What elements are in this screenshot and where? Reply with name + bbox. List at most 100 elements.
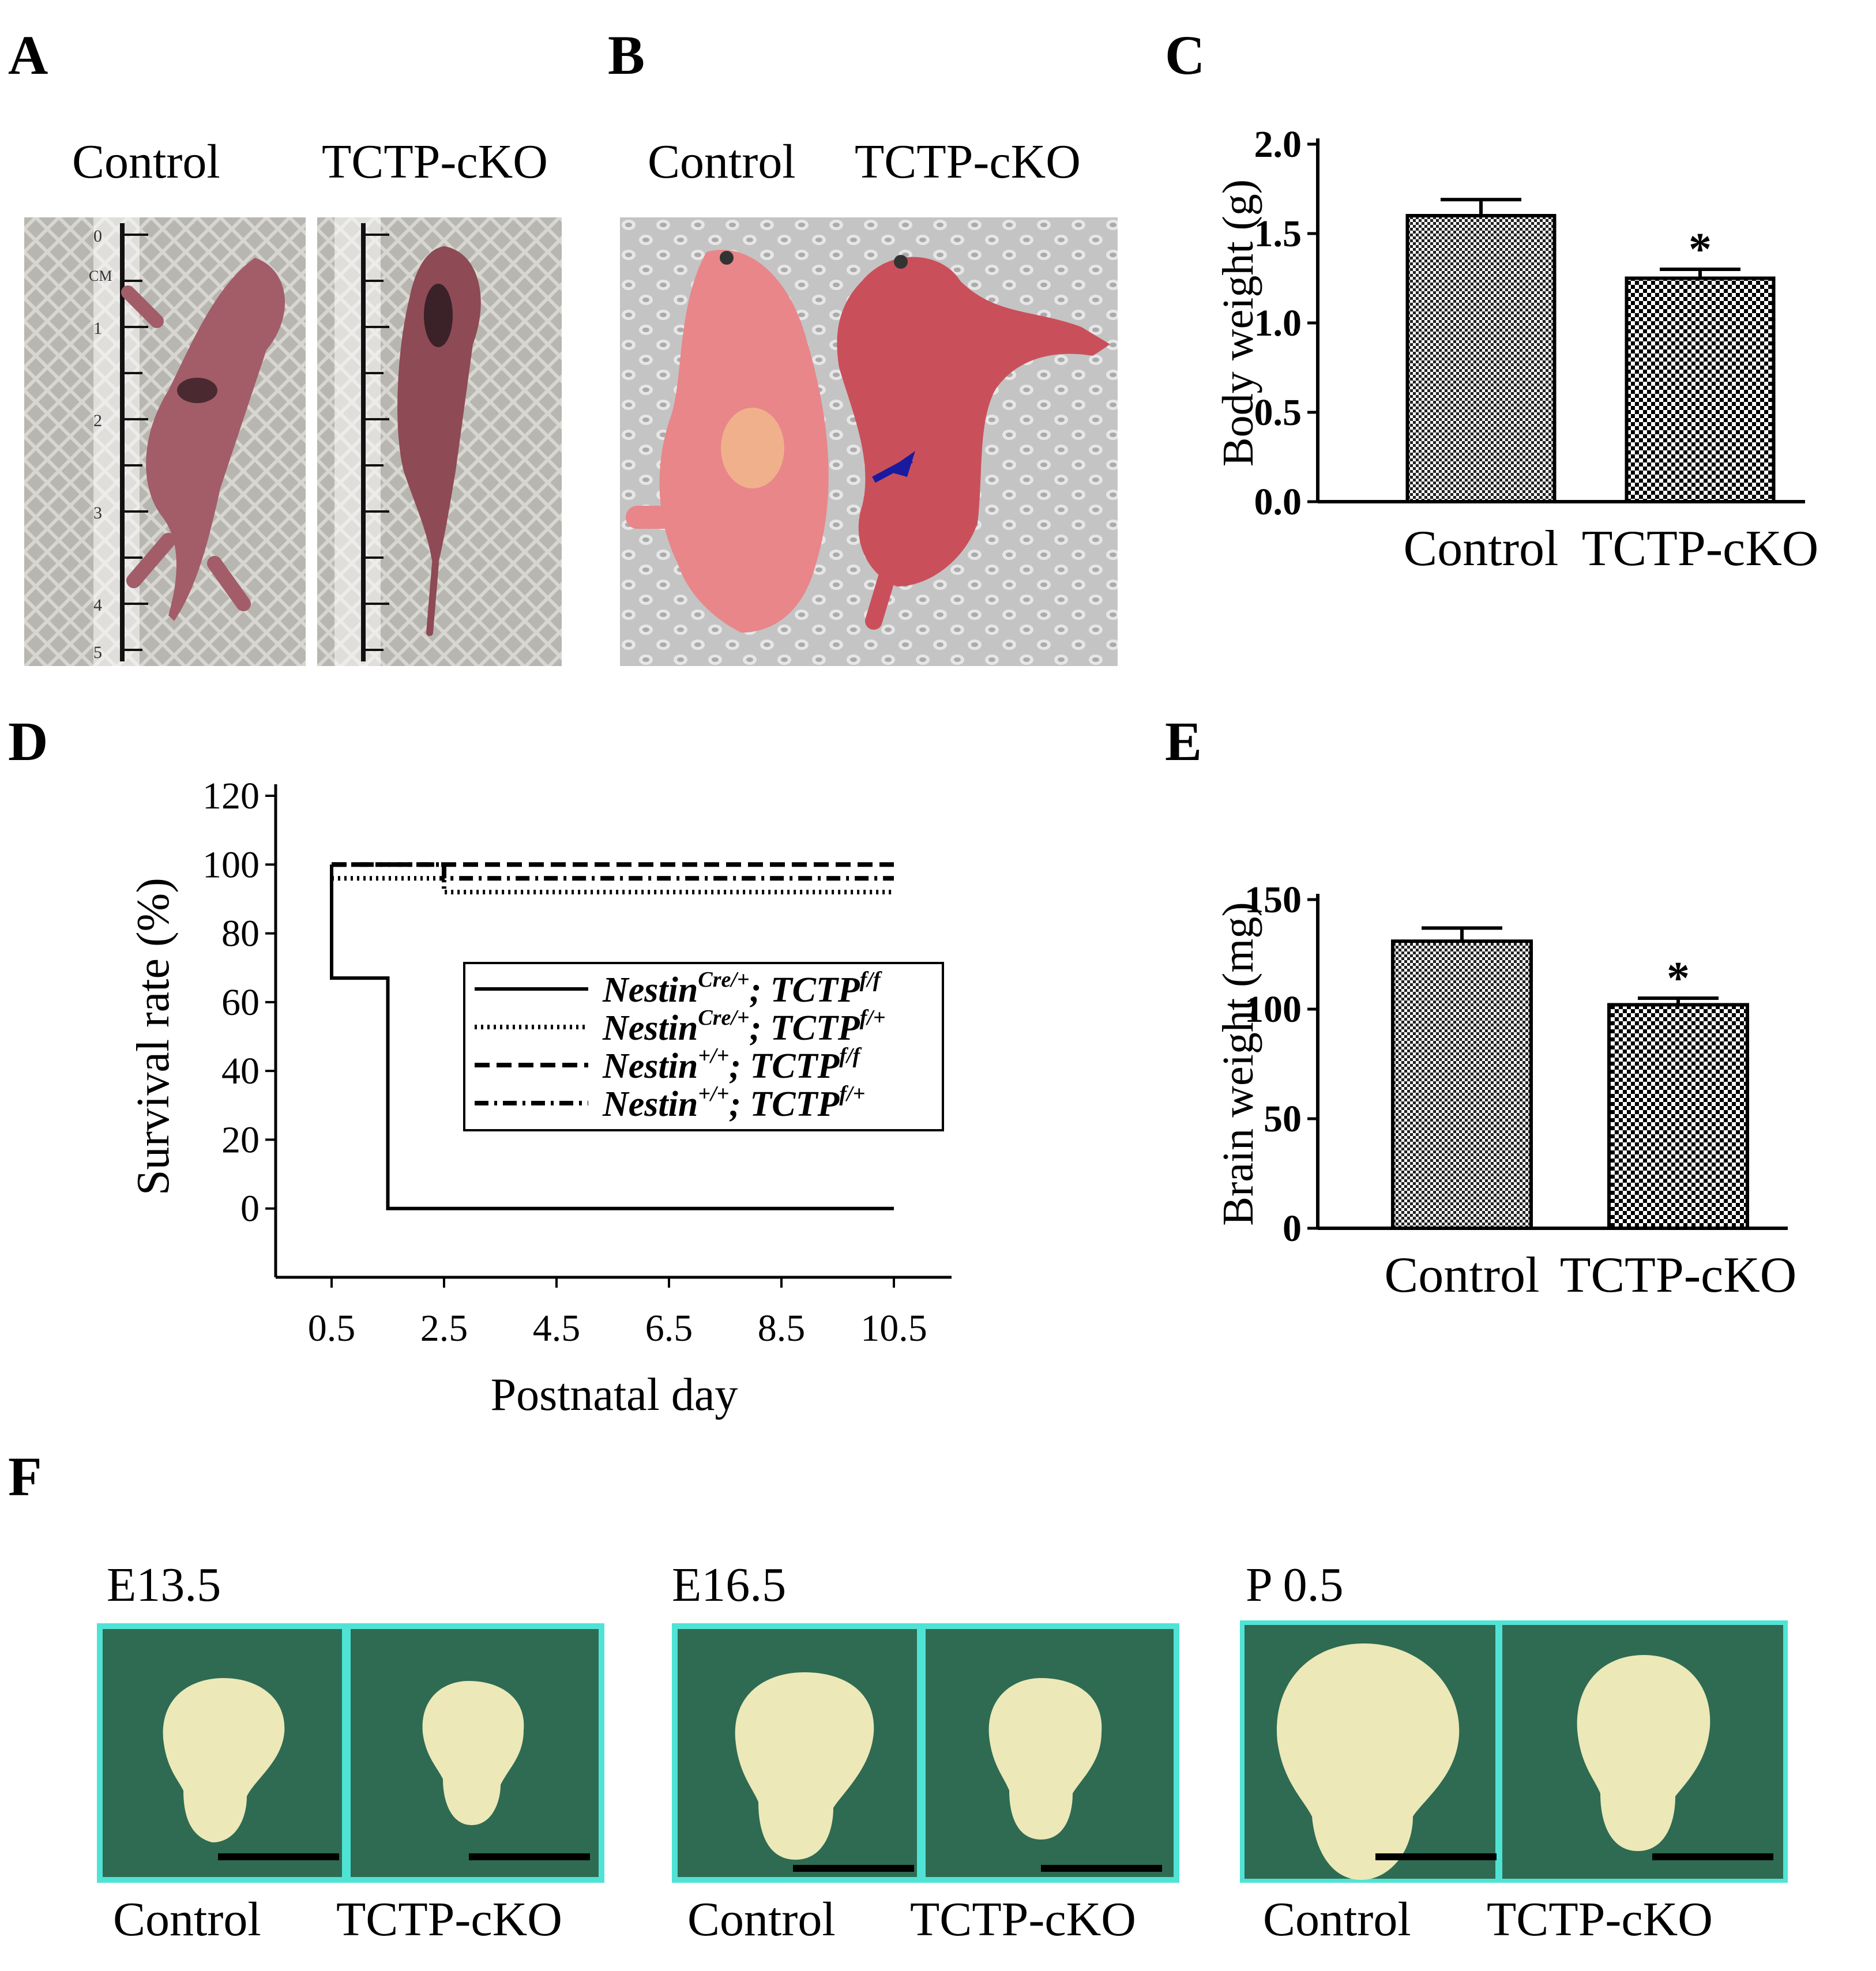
ruler-tick-1: 1 — [93, 319, 102, 338]
e-y-tick-label: 100 — [1245, 988, 1302, 1030]
d-legend-gene: Nestin — [602, 1085, 698, 1124]
d-legend-gene-sup: Cre/+ — [698, 968, 749, 992]
c-y-tick-label: 1.5 — [1254, 213, 1302, 255]
ruler-tick-cm: CM — [89, 268, 112, 284]
c-y-axis-label: Body weight (g) — [1214, 179, 1262, 467]
panel-f-cko-2: TCTP-cKO — [910, 1893, 1136, 1946]
d-y-tick-label: 40 — [221, 1050, 260, 1092]
c-bar-control — [1405, 214, 1557, 503]
d-series-line-1 — [330, 864, 894, 1210]
d-y-tick-label: 0 — [240, 1188, 260, 1230]
d-y-tick-label: 20 — [221, 1119, 260, 1161]
panel-f-photo-e13-5 — [97, 1623, 604, 1883]
panel-b-control-label: Control — [648, 135, 796, 189]
c-y-tick-label: 0.0 — [1254, 481, 1302, 523]
e-bar-cko — [1607, 1003, 1749, 1230]
c-x-tick-label: TCTP-cKO — [1582, 521, 1819, 577]
e-y-tick-label: 150 — [1245, 879, 1302, 921]
d-legend-gene-sup: +/+ — [698, 1044, 729, 1068]
panel-a-cko-label: TCTP-cKO — [322, 135, 548, 189]
panel-d-chart: 0 20 40 60 80 100 120 0.5 2.5 4.5 6.5 8.5 10.5 Surviv… — [128, 775, 952, 1420]
d-series-line-4 — [332, 862, 894, 881]
e-x-tick-label: Control — [1385, 1247, 1540, 1303]
panel-a-letter: A — [8, 24, 48, 86]
d-legend-gene-sup: Cre/+ — [698, 1006, 749, 1030]
d-x-tick-label: 6.5 — [645, 1307, 693, 1349]
d-legend-target-sup: f/+ — [839, 1082, 865, 1106]
c-y-tick-label: 2.0 — [1254, 123, 1302, 165]
ruler-tick-0: 0 — [93, 227, 102, 246]
d-legend-target: TCTP — [770, 971, 860, 1010]
panel-a-cko-photo — [317, 217, 562, 666]
e-x-tick-label: TCTP-cKO — [1560, 1247, 1797, 1303]
panel-f-cko-3: TCTP-cKO — [1487, 1893, 1713, 1946]
d-y-tick-label: 100 — [202, 844, 260, 886]
ruler-tick-2: 2 — [93, 411, 102, 430]
c-y-tick-label: 0.5 — [1254, 392, 1302, 434]
panel-b-letter: B — [608, 24, 645, 86]
d-legend-target-sup: f/f — [839, 1044, 862, 1068]
e-significance: * — [1667, 953, 1690, 1004]
panel-d-letter: D — [8, 710, 48, 772]
d-legend-gene: Nestin — [602, 1009, 698, 1048]
d-legend-sep: ; — [729, 1085, 750, 1124]
panel-a-control-label: Control — [72, 135, 220, 189]
d-legend-label-2: NestinCre/+; TCTPf/+ — [602, 1006, 886, 1048]
ruler-icon — [361, 223, 389, 661]
c-x-tick-label: Control — [1404, 521, 1559, 577]
brain-icon — [422, 1681, 524, 1825]
d-x-tick-label: 0.5 — [308, 1307, 356, 1349]
d-series-line-2 — [332, 876, 894, 894]
d-legend-sep: ; — [750, 971, 770, 1010]
e-y-tick-label: 50 — [1264, 1098, 1302, 1140]
ruler-tick-3: 3 — [93, 503, 102, 522]
panel-f-control-2: Control — [687, 1893, 836, 1946]
arrow-icon — [872, 451, 915, 483]
d-legend-gene-sup: +/+ — [698, 1082, 729, 1106]
brain-icon — [163, 1678, 285, 1842]
panel-f-cko-1: TCTP-cKO — [336, 1893, 562, 1946]
d-y-tick-label: 80 — [221, 913, 260, 955]
d-legend-target: TCTP — [750, 1047, 840, 1086]
panel-b-cko-label: TCTP-cKO — [855, 135, 1081, 189]
brain-icon — [1577, 1655, 1710, 1851]
d-legend-gene: Nestin — [602, 1047, 698, 1086]
d-y-tick-label: 60 — [221, 981, 260, 1024]
d-legend-sep: ; — [750, 1009, 770, 1048]
d-y-tick-label: 120 — [202, 775, 260, 817]
ruler-icon — [120, 223, 148, 661]
d-x-tick-label: 10.5 — [860, 1307, 927, 1349]
d-y-axis-label: Survival rate (%) — [128, 878, 179, 1195]
d-legend-target-sup: f/+ — [860, 1006, 886, 1030]
d-legend-label-3: Nestin+/+; TCTPf/f — [602, 1044, 862, 1086]
d-legend-sep: ; — [729, 1047, 750, 1086]
d-legend-target: TCTP — [770, 1009, 860, 1048]
c-significance: * — [1689, 224, 1712, 275]
d-x-tick-label: 4.5 — [533, 1307, 581, 1349]
c-y-tick-label: 1.0 — [1254, 302, 1302, 344]
panel-f-stage-2: E16.5 — [672, 1558, 787, 1612]
d-legend-label-4: Nestin+/+; TCTPf/+ — [602, 1082, 865, 1124]
d-x-axis-label: Postnatal day — [491, 1370, 738, 1420]
ruler-tick-5: 5 — [93, 643, 102, 662]
panel-f-control-1: Control — [113, 1893, 261, 1946]
brain-icon — [735, 1672, 874, 1860]
control-pup-icon — [121, 258, 285, 621]
panel-c-chart: 0.0 0.5 1.0 1.5 2.0 Body weight (g) Control * TC… — [1214, 123, 1819, 577]
e-y-tick-label: 0 — [1283, 1208, 1302, 1250]
panel-e-letter: E — [1165, 710, 1202, 772]
panel-c-letter: C — [1165, 24, 1205, 86]
panel-f-control-3: Control — [1263, 1893, 1411, 1946]
d-legend-label-1: NestinCre/+; TCTPf/f — [602, 968, 882, 1010]
brain-icon — [988, 1678, 1102, 1840]
cko-pup-icon — [837, 255, 1110, 630]
panel-a-control-photo: 0 CM 1 2 3 4 5 — [24, 217, 306, 666]
d-legend-gene: Nestin — [602, 971, 698, 1010]
panel-f-stage-3: P 0.5 — [1246, 1558, 1344, 1612]
ruler-tick-4: 4 — [93, 596, 102, 615]
control-pup-icon — [626, 250, 829, 633]
e-y-axis-label: Brain weight (mg) — [1214, 902, 1262, 1225]
d-legend-target-sup: f/f — [860, 968, 882, 992]
cko-pup-icon — [397, 246, 481, 636]
